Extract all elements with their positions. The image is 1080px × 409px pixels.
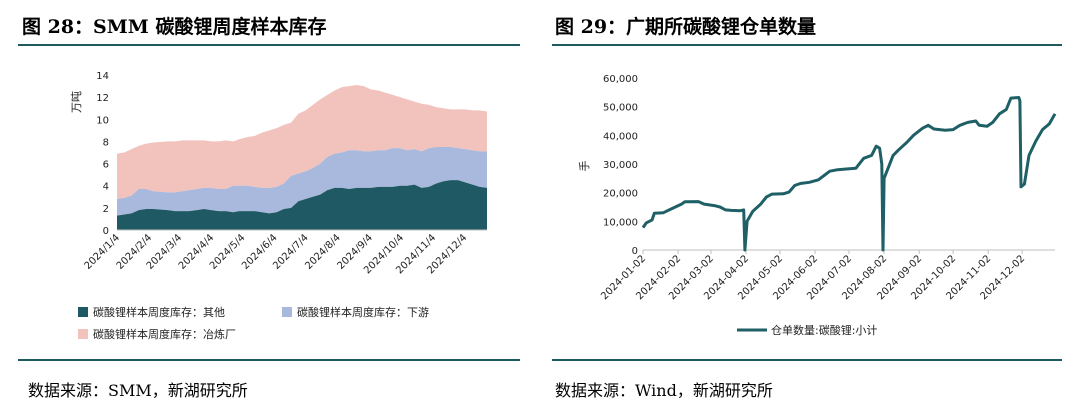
right-legend: 仓单数量:碳酸锂:小计 [737,323,877,337]
right-bottom-rule [552,359,1062,361]
left-bottom-rule [18,359,520,361]
right-y-tick-label: 30,000 [603,160,638,171]
right-source-note: 数据来源：Wind，新湖研究所 [555,381,773,400]
right-y-tick-label: 60,000 [603,74,638,85]
left-y-tick-label: 14 [96,71,109,82]
right-y-axis-label: 手 [577,161,591,172]
left-y-tick-label: 12 [96,93,109,104]
right-title-rule [552,44,1062,46]
left-chart: 024681012142024/1/42024/2/42024/3/42024/… [70,71,487,341]
left-y-tick-label: 2 [103,204,109,215]
right-y-tick-label: 40,000 [603,131,638,142]
left-y-axis-label: 万吨 [70,91,83,113]
legend-swatch-0 [78,307,88,317]
legend-label-warrants: 仓单数量:碳酸锂:小计 [771,323,877,337]
left-chart-title: 图 28：SMM 碳酸锂周度样本库存 [22,16,327,38]
right-y-tick-label: 50,000 [603,103,638,114]
left-y-tick-label: 6 [103,160,109,171]
series-line-warrants [641,96,1057,252]
left-y-tick-label: 8 [103,137,109,148]
right-y-tick-label: 0 [632,246,638,257]
legend-label-1: 碳酸锂样本周度库存：下游 [297,305,429,319]
right-chart-title: 图 29：广期所碳酸锂仓单数量 [555,16,817,38]
right-y-tick-label: 10,000 [603,217,638,228]
area-series-0 [117,180,487,230]
left-title-rule [18,44,520,46]
legend-label-0: 碳酸锂样本周度库存：其他 [93,305,225,319]
legend-label-2: 碳酸锂样本周度库存：冶炼厂 [93,327,236,341]
legend-swatch-1 [282,307,292,317]
left-y-tick-label: 4 [103,182,109,193]
left-y-tick-label: 0 [103,226,109,237]
area-series-2 [117,84,487,199]
left-source-note: 数据来源：SMM，新湖研究所 [28,381,248,400]
right-plot-area: 2024-01-022024-02-022024-03-022024-04-02… [599,74,1057,302]
left-y-tick-label: 10 [96,115,109,126]
legend-swatch-2 [78,329,88,339]
area-series-1 [117,146,487,216]
right-chart: 2024-01-022024-02-022024-03-022024-04-02… [577,74,1057,337]
right-y-tick-label: 20,000 [603,189,638,200]
